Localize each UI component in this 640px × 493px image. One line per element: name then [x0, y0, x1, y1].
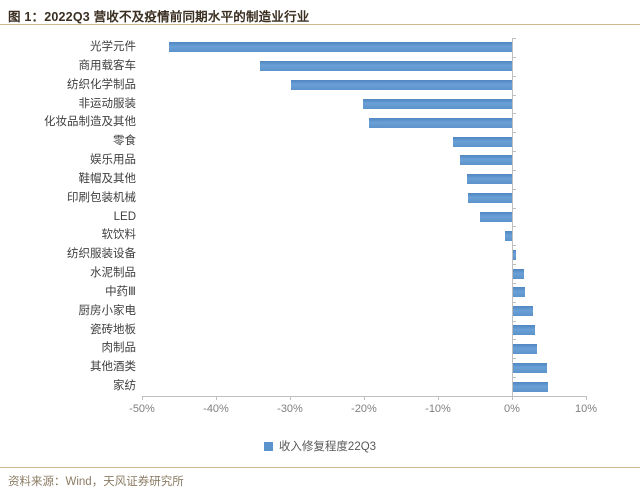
zero-axis-tick — [512, 226, 516, 228]
chart-legend: 收入修复程度22Q3 — [0, 438, 640, 454]
zero-axis-tick — [512, 245, 516, 247]
category-label: 肉制品 — [101, 342, 137, 355]
zero-axis-tick — [512, 264, 516, 266]
bar-软饮料 — [504, 230, 512, 241]
zero-axis-tick — [512, 207, 516, 209]
zero-axis-tick — [512, 75, 516, 77]
category-label: 鞋帽及其他 — [78, 172, 137, 185]
bar-商用载客车 — [259, 61, 512, 72]
x-axis-tick — [586, 396, 587, 400]
zero-axis-tick — [512, 151, 516, 153]
category-label: 软饮料 — [101, 229, 137, 242]
x-tick-label: -10% — [425, 403, 451, 415]
x-tick-label: 10% — [574, 403, 598, 415]
x-axis-tick — [216, 396, 217, 400]
zero-axis-tick — [512, 188, 516, 190]
category-label: 中药Ⅲ — [105, 285, 136, 298]
bar-印刷包装机械 — [467, 193, 512, 204]
x-tick-label: -40% — [203, 403, 229, 415]
title-divider — [0, 24, 640, 25]
bar-光学元件 — [168, 42, 512, 53]
bar-家纺 — [512, 381, 548, 392]
category-label: 印刷包装机械 — [67, 191, 136, 204]
bar-非运动服装 — [363, 98, 512, 109]
bar-厨房小家电 — [512, 306, 534, 317]
zero-axis-tick — [512, 56, 516, 58]
bar-其他酒类 — [512, 362, 547, 373]
zero-axis-tick — [512, 113, 516, 115]
x-axis-tick — [290, 396, 291, 400]
x-axis-tick — [512, 396, 513, 400]
x-axis-tick — [142, 396, 143, 400]
zero-axis-tick — [512, 94, 516, 96]
bar-娱乐用品 — [460, 155, 512, 166]
bar-LED — [480, 212, 512, 222]
category-label: 商用载客车 — [78, 59, 137, 72]
source-text: 资料来源：Wind，天风证券研究所 — [8, 476, 184, 488]
bar-纺织化学制品 — [290, 80, 512, 91]
bar-chart: 光学元件商用载客车纺织化学制品非运动服装化妆品制造及其他零食娱乐用品鞋帽及其他印… — [44, 38, 598, 415]
category-label: 化妆品制造及其他 — [44, 116, 136, 129]
category-label: 光学元件 — [90, 41, 136, 53]
zero-axis-line — [512, 38, 513, 396]
bar-瓷砖地板 — [512, 325, 535, 336]
x-axis-tick — [438, 396, 439, 400]
x-tick-label: -30% — [277, 403, 303, 415]
category-label: 瓷砖地板 — [90, 323, 136, 336]
category-label: 零食 — [113, 135, 136, 148]
x-tick-label: -50% — [129, 403, 155, 415]
figure-title: 图 1：2022Q3 营收不及疫情前同期水平的制造业行业 — [8, 10, 310, 24]
source-divider — [0, 467, 640, 468]
legend-marker-icon — [263, 441, 273, 451]
category-label: 厨房小家电 — [78, 304, 137, 317]
category-label: 娱乐用品 — [90, 154, 136, 167]
category-label: 纺织化学制品 — [67, 78, 136, 91]
zero-axis-tick — [512, 377, 516, 379]
category-label: LED — [113, 210, 136, 223]
category-label: 水泥制品 — [90, 267, 136, 280]
zero-axis-tick — [512, 38, 516, 39]
zero-axis-tick — [512, 358, 516, 360]
zero-axis-tick — [512, 301, 516, 303]
bar-纺织服装设备 — [512, 249, 516, 260]
category-label: 其他酒类 — [90, 361, 136, 374]
bar-水泥制品 — [512, 268, 524, 279]
zero-axis-tick — [512, 132, 516, 134]
category-label: 非运动服装 — [78, 97, 137, 110]
bar-中药Ⅲ — [512, 287, 525, 298]
zero-axis-tick — [512, 282, 516, 284]
x-axis-tick — [364, 396, 365, 400]
x-tick-label: 0% — [504, 403, 520, 415]
bar-化妆品制造及其他 — [369, 117, 512, 128]
category-label: 家纺 — [113, 380, 136, 393]
legend-label: 收入修复程度22Q3 — [278, 441, 377, 453]
bar-鞋帽及其他 — [466, 174, 512, 185]
zero-axis-tick — [512, 320, 516, 322]
zero-axis-tick — [512, 169, 516, 171]
zero-axis-tick — [512, 339, 516, 341]
bar-肉制品 — [512, 343, 538, 354]
x-tick-label: -20% — [351, 403, 377, 415]
bar-零食 — [452, 136, 512, 147]
category-label: 纺织服装设备 — [67, 248, 136, 261]
